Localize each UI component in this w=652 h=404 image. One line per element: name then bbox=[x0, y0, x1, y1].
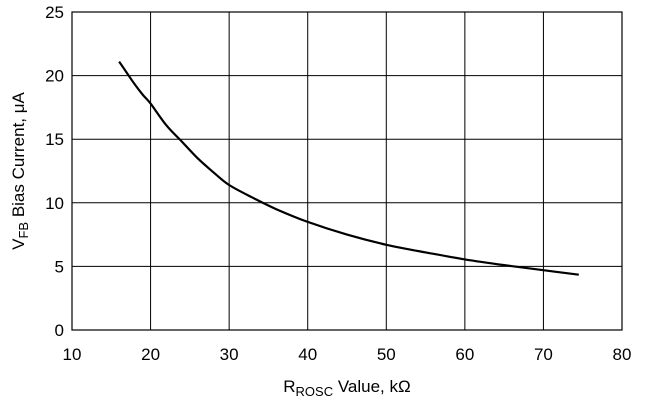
x-tick-label: 40 bbox=[298, 345, 317, 364]
y-tick-label: 10 bbox=[45, 194, 64, 213]
x-tick-label: 70 bbox=[534, 345, 553, 364]
x-tick-label: 80 bbox=[613, 345, 632, 364]
x-axis-label: RROSC Value, kΩ bbox=[283, 377, 410, 399]
y-tick-label: 15 bbox=[45, 130, 64, 149]
y-axis-label: VFB Bias Current, μA bbox=[9, 91, 31, 249]
x-axis-label-main: R bbox=[283, 377, 295, 396]
x-tick-labels: 10 20 30 40 50 60 70 80 bbox=[63, 345, 632, 364]
x-tick-label: 10 bbox=[63, 345, 82, 364]
y-tick-label: 20 bbox=[45, 67, 64, 86]
x-axis-label-rest: Value, kΩ bbox=[333, 377, 411, 396]
y-tick-label: 25 bbox=[45, 3, 64, 22]
x-tick-label: 50 bbox=[377, 345, 396, 364]
x-tick-label: 60 bbox=[455, 345, 474, 364]
x-tick-label: 30 bbox=[220, 345, 239, 364]
y-axis-label-sub: FB bbox=[16, 222, 31, 239]
y-axis-label-rest: Bias Current, μA bbox=[9, 91, 28, 221]
x-tick-label: 20 bbox=[141, 345, 160, 364]
series-line bbox=[118, 60, 579, 276]
y-axis-label-main: V bbox=[9, 238, 28, 250]
x-axis-label-sub: ROSC bbox=[296, 384, 334, 399]
y-tick-labels: 0 5 10 15 20 25 bbox=[45, 3, 64, 340]
plot-frame bbox=[71, 11, 623, 331]
y-tick-label: 5 bbox=[55, 257, 64, 276]
grid bbox=[71, 11, 623, 331]
y-tick-label: 0 bbox=[55, 321, 64, 340]
